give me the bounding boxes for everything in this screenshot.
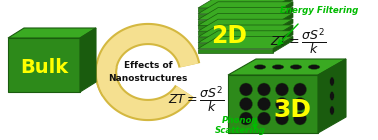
Circle shape: [240, 83, 253, 96]
Ellipse shape: [330, 106, 334, 115]
Polygon shape: [273, 25, 293, 41]
Polygon shape: [198, 13, 293, 25]
Circle shape: [276, 97, 288, 110]
Polygon shape: [273, 8, 293, 24]
Circle shape: [276, 112, 288, 125]
Polygon shape: [8, 38, 80, 92]
Circle shape: [257, 112, 271, 125]
Circle shape: [257, 83, 271, 96]
Polygon shape: [198, 2, 293, 14]
Polygon shape: [273, 2, 293, 18]
Text: 2D: 2D: [212, 24, 248, 48]
Circle shape: [240, 112, 253, 125]
Ellipse shape: [254, 65, 266, 69]
Polygon shape: [198, 43, 273, 47]
Polygon shape: [273, 37, 293, 53]
Polygon shape: [198, 31, 273, 35]
Polygon shape: [273, 0, 293, 12]
Ellipse shape: [330, 77, 334, 86]
Polygon shape: [198, 0, 293, 8]
Polygon shape: [198, 25, 293, 37]
Text: Phonon
Scattering: Phonon Scattering: [215, 116, 265, 135]
Polygon shape: [273, 31, 293, 47]
Ellipse shape: [290, 65, 302, 69]
Circle shape: [293, 97, 307, 110]
Polygon shape: [198, 8, 293, 20]
Ellipse shape: [308, 65, 320, 69]
Text: Energy Filtering: Energy Filtering: [280, 6, 358, 15]
Text: 3D: 3D: [274, 98, 312, 122]
Polygon shape: [198, 8, 273, 12]
Polygon shape: [198, 49, 273, 53]
Polygon shape: [198, 20, 273, 24]
Polygon shape: [198, 37, 293, 49]
Polygon shape: [273, 13, 293, 29]
Polygon shape: [8, 28, 96, 38]
Text: Effects of
Nanostructures: Effects of Nanostructures: [108, 61, 188, 83]
Polygon shape: [198, 37, 273, 41]
Circle shape: [293, 112, 307, 125]
Polygon shape: [198, 14, 273, 18]
Polygon shape: [273, 19, 293, 35]
Polygon shape: [198, 31, 293, 43]
Ellipse shape: [272, 65, 284, 69]
Polygon shape: [198, 25, 273, 29]
Text: $ZT = \dfrac{\sigma S^2}{k}$: $ZT = \dfrac{\sigma S^2}{k}$: [270, 27, 326, 57]
Circle shape: [293, 83, 307, 96]
Ellipse shape: [330, 91, 334, 101]
Circle shape: [276, 83, 288, 96]
Text: $ZT = \dfrac{\sigma S^2}{k}$: $ZT = \dfrac{\sigma S^2}{k}$: [168, 85, 224, 115]
Polygon shape: [80, 28, 96, 92]
Circle shape: [240, 97, 253, 110]
Text: Bulk: Bulk: [20, 58, 68, 76]
Circle shape: [257, 97, 271, 110]
Polygon shape: [228, 75, 318, 133]
Polygon shape: [198, 19, 293, 31]
Polygon shape: [228, 59, 346, 75]
Polygon shape: [318, 59, 346, 133]
